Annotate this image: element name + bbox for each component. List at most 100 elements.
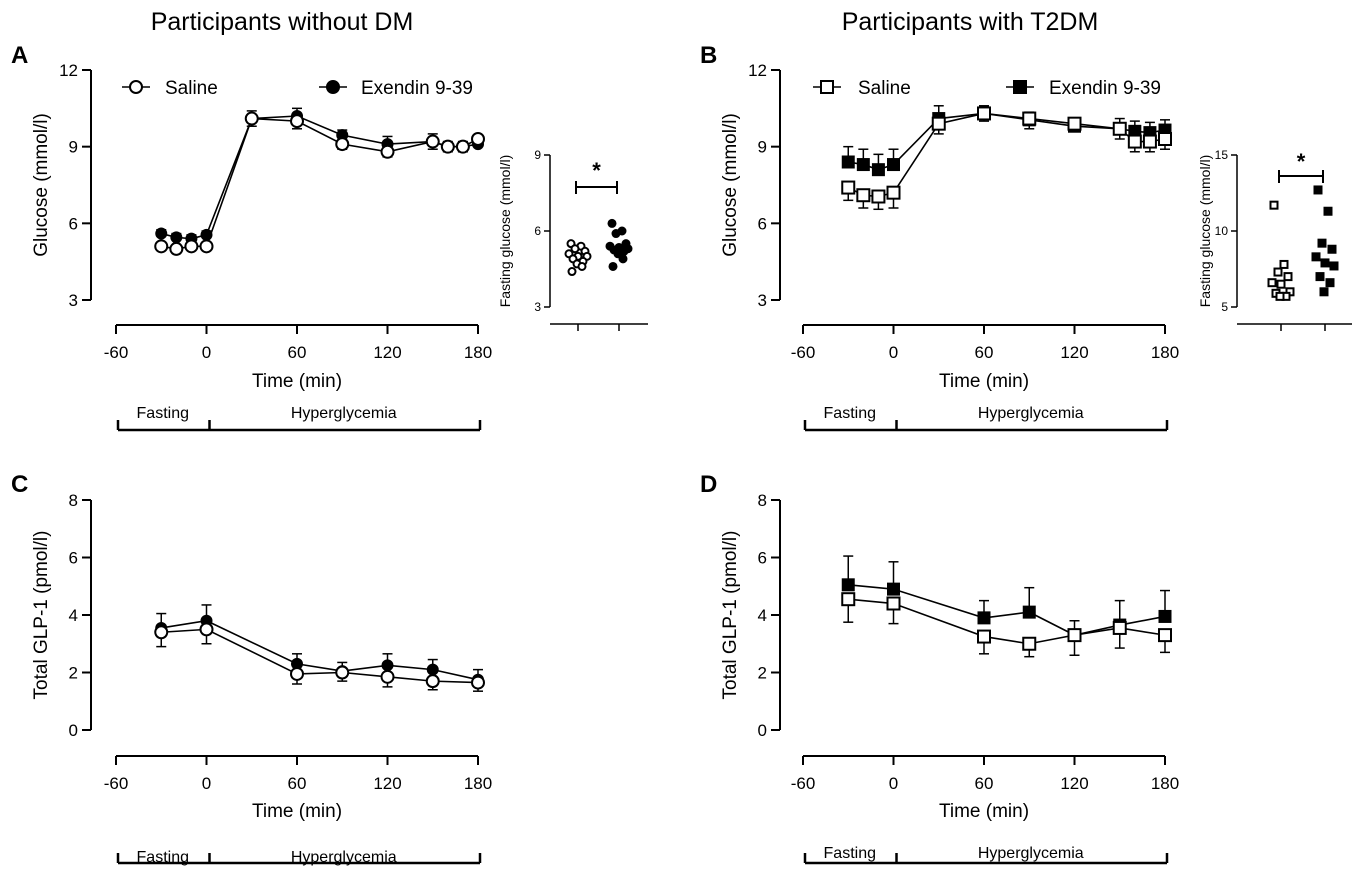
y-axis-title: Total GLP-1 (pmol/l): [31, 531, 52, 700]
y-tick-label: 9: [69, 138, 78, 157]
phase-bracket: Fasting Hyperglycemia: [803, 845, 1169, 865]
inset-point: [1313, 185, 1323, 195]
data-point: [455, 139, 470, 154]
legend: Saline Exendin 9-39: [122, 78, 473, 99]
inset-point: [1279, 259, 1289, 269]
data-point: [887, 158, 900, 172]
phase-label-hyperglycemia: Hyperglycemia: [978, 845, 1084, 862]
column-title-left: Participants without DM: [151, 8, 414, 36]
inset-point: [1276, 279, 1286, 289]
y-tick-label: 12: [748, 61, 767, 80]
data-point: [977, 629, 991, 644]
phase-label-hyperglycemia: Hyperglycemia: [291, 405, 397, 422]
panel-d: D 0 2 4 6 8 Total GLP-1 (pmol/l) -60 0 60 120 180 Ti…: [700, 471, 1179, 865]
legend-label: Exendin 9-39: [361, 78, 473, 99]
data-point: [184, 239, 199, 254]
y-tick-label: 8: [69, 491, 78, 510]
phase-bracket: Fasting Hyperglycemia: [116, 849, 482, 866]
y-tick-label: 4: [69, 606, 78, 625]
y-tick-label: 4: [758, 606, 767, 625]
inset-y-tick-label: 6: [534, 224, 541, 238]
data-point: [381, 659, 394, 672]
inset-point: [1311, 252, 1321, 262]
data-point: [335, 137, 350, 152]
x-tick-label: 60: [288, 774, 307, 793]
x-tick-label: 180: [464, 343, 492, 362]
inset-point: [613, 249, 623, 259]
data-point: [1158, 609, 1172, 623]
y-tick-label: 6: [69, 214, 78, 233]
inset-point: [1283, 272, 1293, 282]
y-tick-label: 2: [758, 664, 767, 683]
data-point: [1112, 121, 1127, 136]
inset-point: [1269, 200, 1279, 210]
panel-letter: A: [11, 42, 28, 69]
data-point: [977, 106, 991, 121]
inset-point: [1267, 278, 1277, 288]
series-saline: [841, 592, 1172, 658]
data-point: [335, 665, 350, 680]
data-point: [1127, 134, 1142, 149]
data-point: [1142, 134, 1157, 149]
series-saline: [154, 622, 485, 692]
x-tick-label: -60: [104, 774, 129, 793]
y-tick-label: 6: [758, 549, 767, 568]
data-point: [1158, 132, 1172, 146]
data-point: [1067, 628, 1082, 643]
data-point: [440, 139, 455, 154]
y-tick-label: 3: [758, 291, 767, 310]
inset-fasting-glucose: 3 6 9 Fasting glucose (mmol/l) *: [497, 148, 648, 331]
data-point: [871, 189, 886, 204]
inset-point: [1323, 206, 1333, 216]
inset-y-axis-title: Fasting glucose (mmol/l): [497, 155, 513, 308]
panel-letter: B: [700, 42, 717, 69]
data-point: [856, 188, 871, 203]
data-point: [426, 663, 439, 676]
significance-star: *: [592, 158, 601, 183]
inset-point: [1275, 291, 1285, 301]
legend-label: Exendin 9-39: [1049, 78, 1161, 99]
inset-y-tick-label: 15: [1215, 148, 1229, 162]
inset-point: [1315, 272, 1325, 282]
data-point: [471, 675, 485, 690]
panel-letter: C: [11, 471, 28, 498]
x-tick-label: 120: [373, 774, 401, 793]
data-point: [887, 582, 900, 596]
x-tick-label: 60: [975, 774, 994, 793]
data-point: [380, 669, 395, 684]
data-point: [154, 625, 169, 640]
x-tick-label: 120: [1060, 343, 1088, 362]
inset-point: [577, 261, 587, 271]
data-point: [1067, 116, 1082, 131]
series-saline: [154, 111, 485, 256]
data-point: [154, 239, 169, 254]
data-point: [155, 227, 168, 240]
phase-bracket: Fasting Hyperglycemia: [116, 405, 482, 432]
data-point: [1022, 636, 1037, 651]
x-axis-title: Time (min): [939, 371, 1029, 392]
legend-label: Saline: [165, 78, 218, 99]
data-point: [841, 578, 855, 592]
panel-b: B 3 6 9 12 Glucose (mmol/l) -60 0 60 120 180 Time (…: [700, 42, 1352, 432]
phase-bracket: Fasting Hyperglycemia: [803, 405, 1169, 432]
x-tick-label: 0: [202, 343, 211, 362]
x-tick-label: 0: [889, 343, 898, 362]
data-point: [841, 592, 856, 607]
y-tick-label: 9: [758, 138, 767, 157]
inset-point: [567, 267, 577, 277]
panel-a: A 3 6 9 12 Glucose (mmol/l) -60 0 60 120 180 Time (…: [11, 42, 648, 432]
data-point: [290, 666, 304, 681]
panel-c: C 0 2 4 6 8 Total GLP-1 (pmol/l) -60 0 60 120 180 Ti…: [11, 471, 492, 866]
y-axis-title: Glucose (mmol/l): [31, 113, 52, 257]
data-point: [425, 134, 440, 149]
legend: Saline Exendin 9-39: [813, 78, 1161, 99]
data-point: [886, 185, 901, 200]
x-tick-label: -60: [791, 343, 816, 362]
series-exendin: [155, 107, 484, 245]
inset-point: [611, 229, 621, 239]
data-point: [471, 132, 485, 146]
data-point: [871, 163, 885, 177]
data-point: [244, 111, 259, 126]
inset-point: [1325, 278, 1335, 288]
